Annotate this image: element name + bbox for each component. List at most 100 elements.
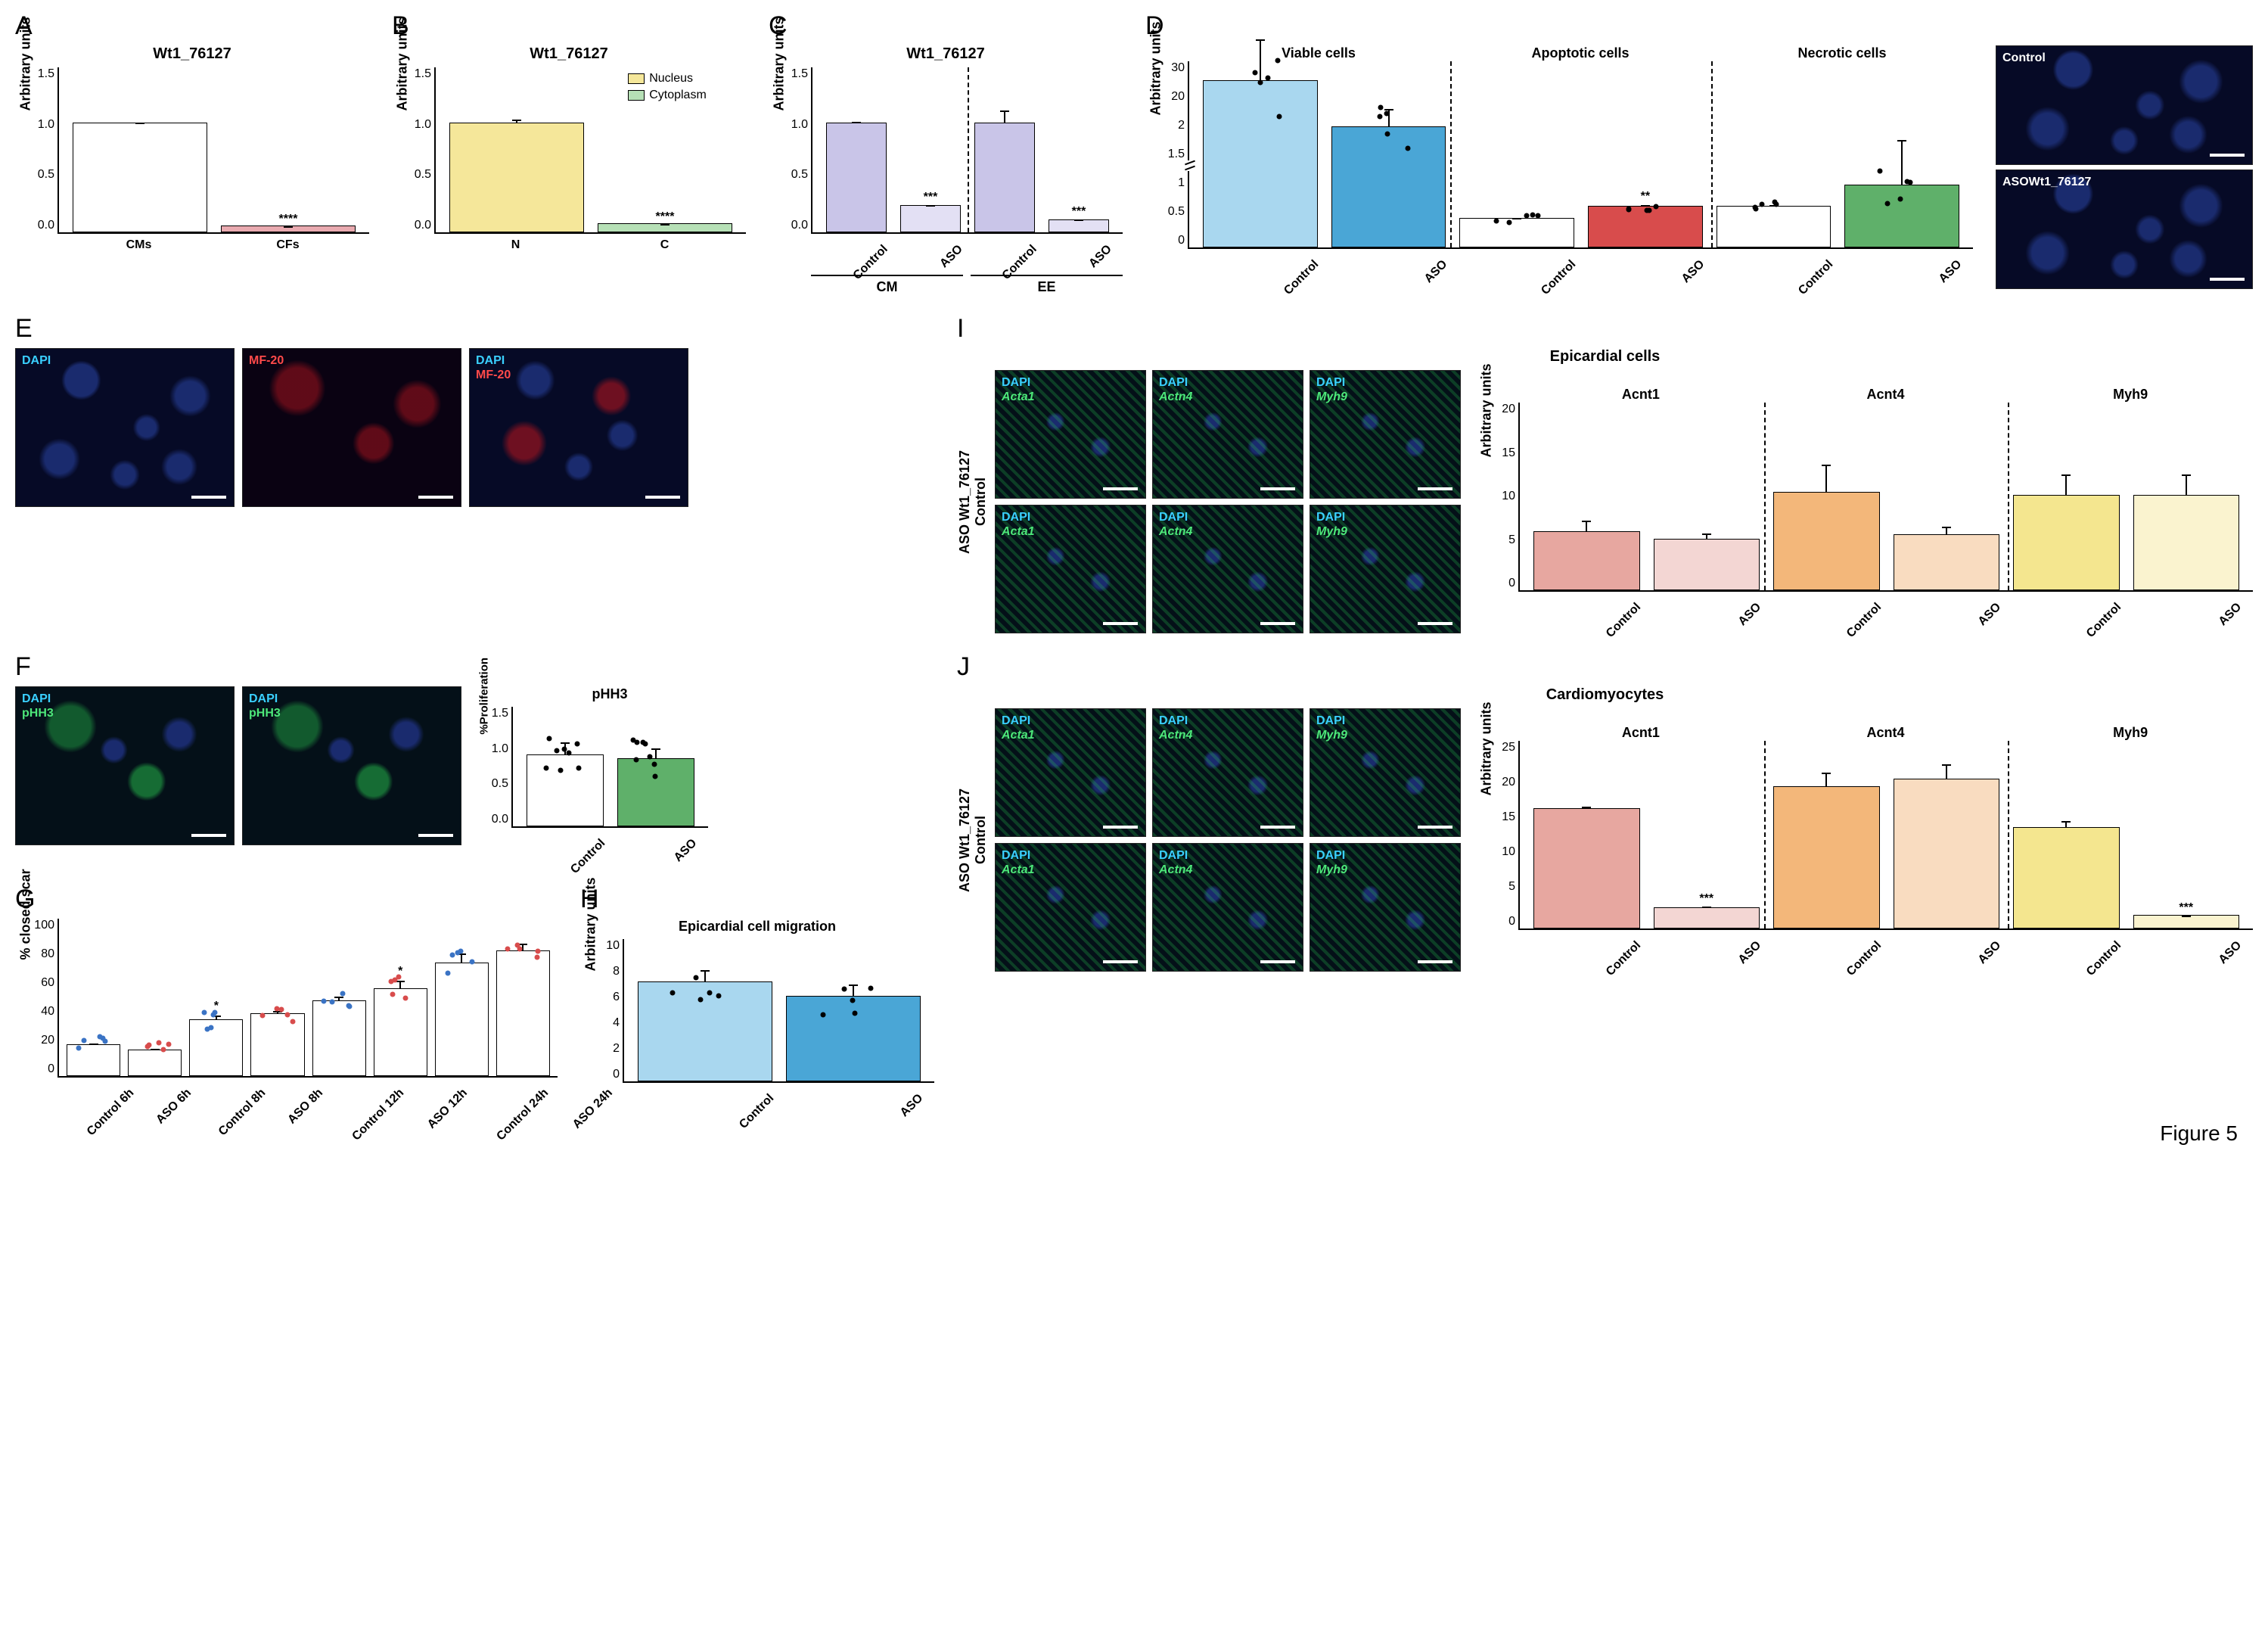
bar xyxy=(435,963,489,1076)
chart-I: Arbitrary units 20151050 xyxy=(1518,403,2253,592)
bar xyxy=(1203,80,1318,247)
chart-B: Arbitrary units 1.51.00.50.0 **** Nucleu… xyxy=(434,67,746,234)
bar: *** xyxy=(2133,915,2240,928)
bar: * xyxy=(374,988,427,1076)
bar: **** xyxy=(221,226,356,232)
panel-C: C Wt1_76127 Arbitrary units 1.51.00.50.0… xyxy=(769,15,1123,295)
bar xyxy=(250,1013,304,1076)
micrograph: DAPIpHH3 xyxy=(242,686,461,845)
micrograph: DAPIActa1 xyxy=(995,708,1146,837)
bar xyxy=(974,123,1035,232)
chart-G: % closed scar 100806040200 ** xyxy=(57,919,558,1078)
panel-J: J Cardiomyocytes ASO Wt1_76127 Control D… xyxy=(957,656,2253,1146)
micrograph: DAPIpHH3 xyxy=(15,686,235,845)
bar xyxy=(1533,808,1640,928)
micrograph: DAPIActa1 xyxy=(995,370,1146,499)
xlabels-D: ControlASOControlASOControlASO xyxy=(1188,249,1973,290)
chart-title-B: Wt1_76127 xyxy=(392,45,746,63)
xlabels-C: ControlASOControlASO xyxy=(811,234,1123,275)
panel-I-title: Epicardial cells xyxy=(957,348,2253,365)
bar xyxy=(73,123,207,232)
bar xyxy=(1894,779,2000,928)
panel-F: F DAPIpHH3DAPIpHH3 pHH3 %Proliferation 1… xyxy=(15,656,934,866)
micrograph: DAPI xyxy=(15,348,235,507)
micrograph: MF-20 xyxy=(242,348,461,507)
micrograph: DAPIActn4 xyxy=(1152,370,1303,499)
bar xyxy=(2013,827,2120,928)
bar: *** xyxy=(1654,907,1760,928)
bar xyxy=(617,758,694,826)
group-headers-D: Viable cells Apoptotic cells Necrotic ce… xyxy=(1188,45,1973,61)
bar xyxy=(67,1044,120,1076)
micrograph: DAPIActn4 xyxy=(1152,505,1303,633)
bar xyxy=(2133,495,2240,590)
panel-label-F: F xyxy=(15,652,31,682)
panel-D: D Viable cells Apoptotic cells Necrotic … xyxy=(1145,15,2253,295)
bar xyxy=(1459,218,1574,247)
bar: ** xyxy=(1588,206,1703,247)
group-headers-J: Acnt1 Acnt4 Myh9 xyxy=(1518,725,2253,741)
chart-F: %Proliferation 1.51.00.50.0 xyxy=(511,707,708,828)
micrograph: DAPIMF-20 xyxy=(469,348,688,507)
panel-G: G % closed scar 100806040200 ** Control … xyxy=(15,888,558,1146)
panel-label-E: E xyxy=(15,314,33,344)
bar xyxy=(786,996,921,1081)
panel-D-images: Control ASOWt1_76127 xyxy=(1996,45,2253,290)
legend-B: NucleusCytoplasm xyxy=(628,72,707,105)
panel-label-J: J xyxy=(957,652,970,682)
bar xyxy=(1844,185,1959,247)
bar: *** xyxy=(900,205,961,232)
bar xyxy=(312,1000,366,1076)
figure-caption: Figure 5 xyxy=(2160,1121,2238,1146)
micrograph: DAPIMyh9 xyxy=(1310,843,1461,972)
row-labels-J: ASO Wt1_76127 Control xyxy=(957,708,989,972)
micrograph: DAPIActa1 xyxy=(995,843,1146,972)
chart-J: Arbitrary units 2520151050 ****** xyxy=(1518,741,2253,930)
row-labels-I: ASO Wt1_76127 Control xyxy=(957,370,989,633)
bar xyxy=(1533,531,1640,590)
bar: *** xyxy=(1049,219,1109,232)
bar xyxy=(527,754,604,826)
bar xyxy=(1654,539,1760,590)
bar xyxy=(826,123,887,232)
micrograph: DAPIMyh9 xyxy=(1310,505,1461,633)
micro-D-control: Control xyxy=(1996,45,2253,165)
bar xyxy=(1773,492,1880,590)
chart-A: Arbitrary units 1.51.00.50.0 **** xyxy=(57,67,369,234)
panel-J-title: Cardiomyocytes xyxy=(957,686,2253,704)
panel-I: I Epicardial cells ASO Wt1_76127 Control… xyxy=(957,318,2253,633)
xlabels-B: NC xyxy=(434,234,746,252)
micrograph: DAPIActn4 xyxy=(1152,708,1303,837)
chart-C-divider xyxy=(968,67,969,232)
chart-D: Arbitrary units 302021.510.50 ** xyxy=(1188,61,1973,249)
micrograph: DAPIActa1 xyxy=(995,505,1146,633)
micrograph: DAPIMyh9 xyxy=(1310,370,1461,499)
panel-label-I: I xyxy=(957,314,964,344)
chart-title-C: Wt1_76127 xyxy=(769,45,1123,63)
bar xyxy=(2013,495,2120,590)
bar: **** xyxy=(598,223,732,232)
micrograph: DAPIActn4 xyxy=(1152,843,1303,972)
bar xyxy=(496,950,550,1076)
panel-B: B Wt1_76127 Arbitrary units 1.51.00.50.0… xyxy=(392,15,746,295)
bar xyxy=(1773,786,1880,928)
micrographs-I: DAPIActa1DAPIActn4DAPIMyh9 DAPIActa1DAPIA… xyxy=(995,370,1461,633)
micro-D-aso: ASOWt1_76127 xyxy=(1996,170,2253,289)
chart-H: Arbitrary units 1086420 xyxy=(623,939,934,1083)
xlabels-A: CMsCFs xyxy=(57,234,369,252)
panel-A: A Wt1_76127 Arbitrary units 1.51.00.50.0… xyxy=(15,15,369,295)
chart-title-A: Wt1_76127 xyxy=(15,45,369,63)
micrograph: DAPIMyh9 xyxy=(1310,708,1461,837)
panel-H: H Epicardial cell migration Arbitrary un… xyxy=(580,888,934,1146)
group-headers-I: Acnt1 Acnt4 Myh9 xyxy=(1518,387,2253,403)
bar xyxy=(638,981,772,1081)
micrographs-J: DAPIActa1DAPIActn4DAPIMyh9 DAPIActa1DAPIA… xyxy=(995,708,1461,972)
panel-E: E DAPIMF-20DAPIMF-20 xyxy=(15,318,934,633)
figure-5: A Wt1_76127 Arbitrary units 1.51.00.50.0… xyxy=(15,15,2253,1146)
bar xyxy=(1894,534,2000,590)
chart-C: Arbitrary units 1.51.00.50.0 ****** xyxy=(811,67,1123,234)
bar xyxy=(1717,206,1831,247)
bar xyxy=(1331,126,1446,247)
bar xyxy=(128,1050,182,1076)
bar xyxy=(449,123,584,232)
